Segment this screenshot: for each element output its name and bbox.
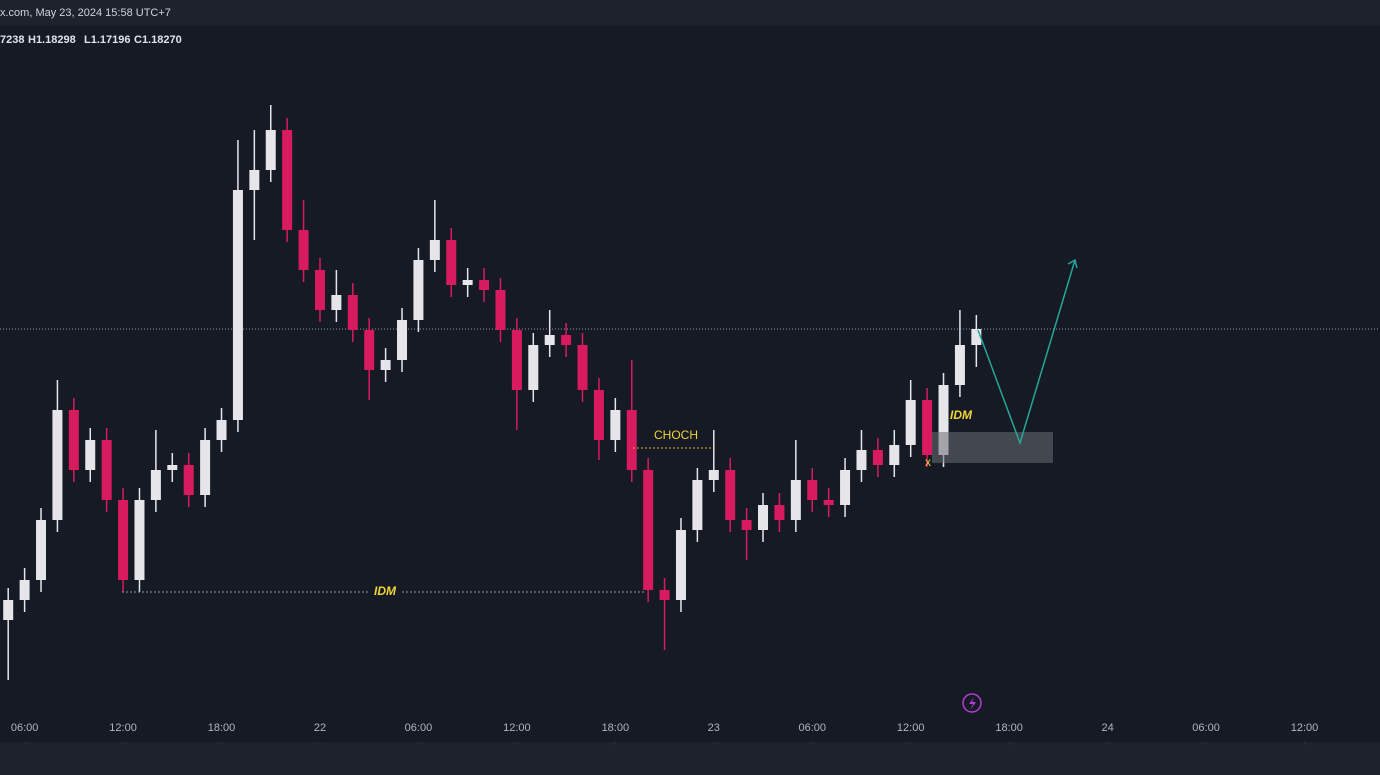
x-tick-label: 18:00 xyxy=(208,722,236,734)
candle-body xyxy=(331,295,342,310)
candle-body xyxy=(692,480,703,530)
candle-body xyxy=(725,470,736,520)
sweep-mark: x xyxy=(925,455,931,469)
candle-body xyxy=(659,590,670,600)
candle-body xyxy=(118,500,129,580)
candle-body xyxy=(561,335,572,345)
candle-body xyxy=(3,600,14,620)
ohlc-high: H1.18298 xyxy=(28,34,76,46)
x-tick-label: 06:00 xyxy=(11,722,39,734)
candle-body xyxy=(347,295,358,330)
candle-body xyxy=(922,400,933,455)
candle-body xyxy=(52,410,63,520)
x-tick-label: 06:00 xyxy=(798,722,826,734)
candle-body xyxy=(265,130,276,170)
idm-label: IDM xyxy=(374,584,397,598)
lightning-icon xyxy=(962,693,982,713)
annotations: CHOCH IDM IDM x xyxy=(122,258,1078,713)
lightning-bolt xyxy=(969,697,976,710)
projection-arrow xyxy=(977,259,1076,446)
ohlc-low: L1.17196 xyxy=(84,34,130,46)
x-tick-label: 12:00 xyxy=(1291,722,1319,734)
candle-body xyxy=(593,390,604,440)
candle-body xyxy=(150,470,161,500)
candle-body xyxy=(643,470,654,590)
candle-body xyxy=(872,450,883,465)
x-tick-label: 06:00 xyxy=(405,722,433,734)
candle-body xyxy=(938,385,949,455)
idm-label-bg xyxy=(368,584,402,600)
plot: 06:00 12:00 18:00 22 06:00 12:00 18:00 23 06:00 1… xyxy=(0,105,1380,745)
candle-body xyxy=(364,330,375,370)
candle-body xyxy=(134,500,145,580)
candle-body xyxy=(856,450,867,470)
order-block xyxy=(932,432,1053,463)
candle-body xyxy=(511,330,522,390)
candle-body xyxy=(167,465,178,470)
ohlc-open: 7238 xyxy=(0,34,24,46)
candle-body xyxy=(101,440,112,500)
arrow-head xyxy=(1067,258,1078,269)
candle-body xyxy=(495,290,506,330)
x-tick-label: 12:00 xyxy=(503,722,531,734)
candle-body xyxy=(216,420,227,440)
candle-body xyxy=(741,520,752,530)
candle-body xyxy=(675,530,686,600)
candle-body xyxy=(479,280,490,290)
choch-label: CHOCH xyxy=(654,428,698,442)
candle-body xyxy=(200,440,211,495)
ohlc-legend: 7238 H1.18298 L1.17196 C1.18270 xyxy=(0,34,182,46)
candle-body xyxy=(298,230,309,270)
candle-body xyxy=(413,260,424,320)
candle-body xyxy=(577,345,588,390)
candle-body xyxy=(19,580,30,600)
candle-body xyxy=(905,400,916,445)
candle-body xyxy=(249,170,260,190)
candle-body xyxy=(790,480,801,520)
candle-body xyxy=(528,345,539,390)
candle-body xyxy=(68,410,79,470)
candle-body xyxy=(823,500,834,505)
candle-body xyxy=(429,240,440,260)
top-bar xyxy=(0,0,1380,26)
candle-body xyxy=(889,445,900,465)
candle-body xyxy=(544,335,555,345)
x-tick-label: 22 xyxy=(314,722,326,734)
candle-body xyxy=(282,130,293,230)
candle-body xyxy=(807,480,818,500)
x-tick-label: 18:00 xyxy=(995,722,1023,734)
candle-body xyxy=(36,520,47,580)
candle-body xyxy=(85,440,96,470)
x-tick-label: 12:00 xyxy=(897,722,925,734)
candle-body xyxy=(840,470,851,505)
candle-body xyxy=(380,360,391,370)
x-tick-label: 24 xyxy=(1101,722,1113,734)
x-tick-label: 23 xyxy=(708,722,720,734)
candle-body xyxy=(610,410,621,440)
candle-body xyxy=(314,270,325,310)
candle-body xyxy=(954,345,965,385)
candle-body xyxy=(626,410,637,470)
candle-body xyxy=(232,190,243,420)
candle-body xyxy=(183,465,194,495)
candle-body xyxy=(708,470,719,480)
candle-body xyxy=(462,280,473,285)
candle-body xyxy=(774,505,785,520)
bottom-bar xyxy=(0,742,1380,775)
candle-body xyxy=(446,240,457,285)
x-tick-label: 06:00 xyxy=(1192,722,1220,734)
x-tick-label: 12:00 xyxy=(109,722,137,734)
candle-body xyxy=(971,329,982,345)
candle-body xyxy=(758,505,769,530)
header-source: x.com, May 23, 2024 15:58 UTC+7 xyxy=(0,7,171,19)
ohlc-close: C1.18270 xyxy=(134,34,182,46)
candle-body xyxy=(397,320,408,360)
idm-label: IDM xyxy=(950,408,973,422)
x-tick-label: 18:00 xyxy=(602,722,630,734)
